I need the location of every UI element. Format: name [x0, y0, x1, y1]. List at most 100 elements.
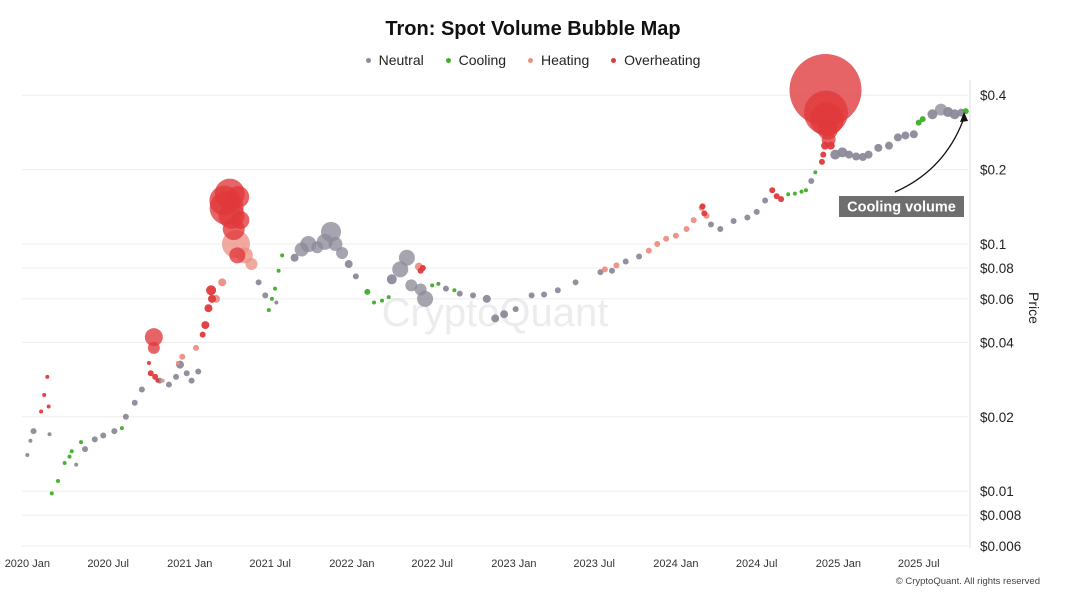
bubble-neutral: [597, 269, 604, 276]
y-tick-label: $0.008: [980, 508, 1021, 523]
legend-cooling-label: Cooling: [458, 52, 507, 68]
bubble-neutral: [482, 294, 491, 303]
bubble-neutral: [730, 217, 737, 224]
y-axis-label: Price: [1025, 292, 1042, 324]
bubble-neutral: [442, 285, 449, 292]
bubble-neutral: [328, 237, 343, 252]
bubble-cooling: [79, 440, 84, 445]
x-tick-label: 2024 Jul: [736, 558, 778, 570]
bubble-neutral: [949, 109, 960, 120]
legend-item-cooling[interactable]: Cooling: [445, 52, 507, 68]
bubble-cooling: [452, 288, 457, 293]
bubble-overheating: [144, 328, 163, 347]
x-axis: 2020 Jan 2020 Jul 2021 Jan 2021 Jul 2022 Jan…: [5, 558, 940, 570]
legend-overheating-dot-icon: [611, 57, 617, 63]
bubble-neutral: [320, 221, 341, 242]
y-tick-label: $0.4: [980, 88, 1007, 103]
bubble-neutral: [111, 428, 118, 435]
y-tick-label: $0.1: [980, 237, 1006, 252]
bubble-neutral: [131, 399, 138, 406]
bubble-neutral: [165, 381, 172, 388]
grid-lines: [22, 94, 968, 547]
bubble-overheating: [155, 378, 160, 383]
bubble-heating: [193, 344, 200, 351]
legend-item-heating[interactable]: Heating: [527, 52, 590, 68]
x-tick-label: 2025 Jan: [816, 558, 861, 570]
x-tick-label: 2020 Jul: [87, 558, 129, 570]
bubble-neutral: [405, 279, 418, 292]
bubble-heating: [601, 266, 608, 273]
bubble-neutral: [290, 253, 299, 262]
bubble-cooling: [430, 283, 435, 288]
bubble-neutral: [491, 314, 500, 323]
bubble-neutral: [47, 432, 52, 437]
bubble-cooling: [67, 454, 72, 459]
legend-heating-label: Heating: [540, 52, 590, 68]
bubble-cooling: [55, 478, 60, 483]
bubble-neutral: [884, 141, 893, 150]
bubble-neutral: [195, 368, 202, 375]
bubble-neutral: [470, 292, 477, 299]
bubble-neutral: [100, 432, 107, 439]
annotation-box: [839, 196, 964, 217]
legend-item-neutral[interactable]: Neutral: [365, 52, 424, 68]
bubble-overheating: [820, 151, 827, 158]
bubble-overheating: [204, 304, 213, 313]
bubble-neutral: [864, 150, 873, 159]
bubble-overheating: [826, 141, 835, 150]
bubble-neutral: [25, 453, 30, 458]
bubble-overheating: [231, 211, 250, 230]
bubble-heating: [175, 361, 180, 366]
annotation-label: Cooling volume: [847, 200, 956, 216]
bubble-overheating: [42, 392, 47, 397]
bubble-neutral: [762, 197, 769, 204]
legend-heating-dot-icon: [527, 57, 533, 63]
bubble-cooling: [962, 108, 969, 115]
bubble-cooling: [915, 119, 922, 126]
x-tick-label: 2023 Jul: [573, 558, 615, 570]
bubble-heating: [645, 247, 652, 254]
bubble-cooling: [803, 188, 808, 193]
bubble-neutral: [386, 274, 397, 285]
x-tick-label: 2024 Jan: [653, 558, 698, 570]
bubble-neutral: [893, 133, 902, 142]
bubble-neutral: [528, 292, 535, 299]
x-tick-label: 2025 Jul: [898, 558, 940, 570]
bubble-overheating: [699, 203, 706, 210]
bubble-neutral: [173, 373, 180, 380]
bubble-neutral: [753, 208, 760, 215]
legend-neutral-dot-icon: [365, 57, 371, 63]
bubble-overheating: [773, 193, 780, 200]
y-tick-label: $0.02: [980, 410, 1014, 425]
bubble-cooling: [386, 295, 391, 300]
x-tick-label: 2022 Jan: [329, 558, 374, 570]
bubble-neutral: [398, 249, 415, 266]
bubble-overheating: [146, 361, 151, 366]
x-tick-label: 2020 Jan: [5, 558, 50, 570]
bubble-cooling: [364, 288, 371, 295]
bubble-neutral: [845, 150, 854, 159]
bubble-cooling: [919, 116, 926, 123]
bubble-neutral: [74, 462, 79, 467]
bubble-cooling: [786, 192, 791, 197]
bubble-cooling: [69, 449, 74, 454]
bubbles-layer: [25, 54, 969, 496]
bubble-overheating: [227, 185, 250, 208]
bubble-heating: [672, 232, 679, 239]
bubble-cooling: [372, 300, 377, 305]
bubble-neutral: [336, 246, 349, 259]
bubble-cooling: [269, 296, 274, 301]
bubble-neutral: [352, 273, 359, 280]
bubble-overheating: [769, 187, 776, 194]
bubble-overheating: [152, 373, 159, 380]
bubble-heating: [654, 241, 661, 248]
bubble-overheating: [818, 158, 825, 165]
y-tick-label: $0.08: [980, 261, 1014, 276]
bubble-heating: [663, 235, 670, 242]
legend-item-overheating[interactable]: Overheating: [611, 52, 700, 68]
bubble-heating: [683, 226, 690, 233]
bubble-overheating: [45, 374, 50, 379]
bubble-neutral: [392, 261, 409, 278]
bubble-cooling: [273, 286, 278, 291]
bubble-overheating: [207, 294, 216, 303]
